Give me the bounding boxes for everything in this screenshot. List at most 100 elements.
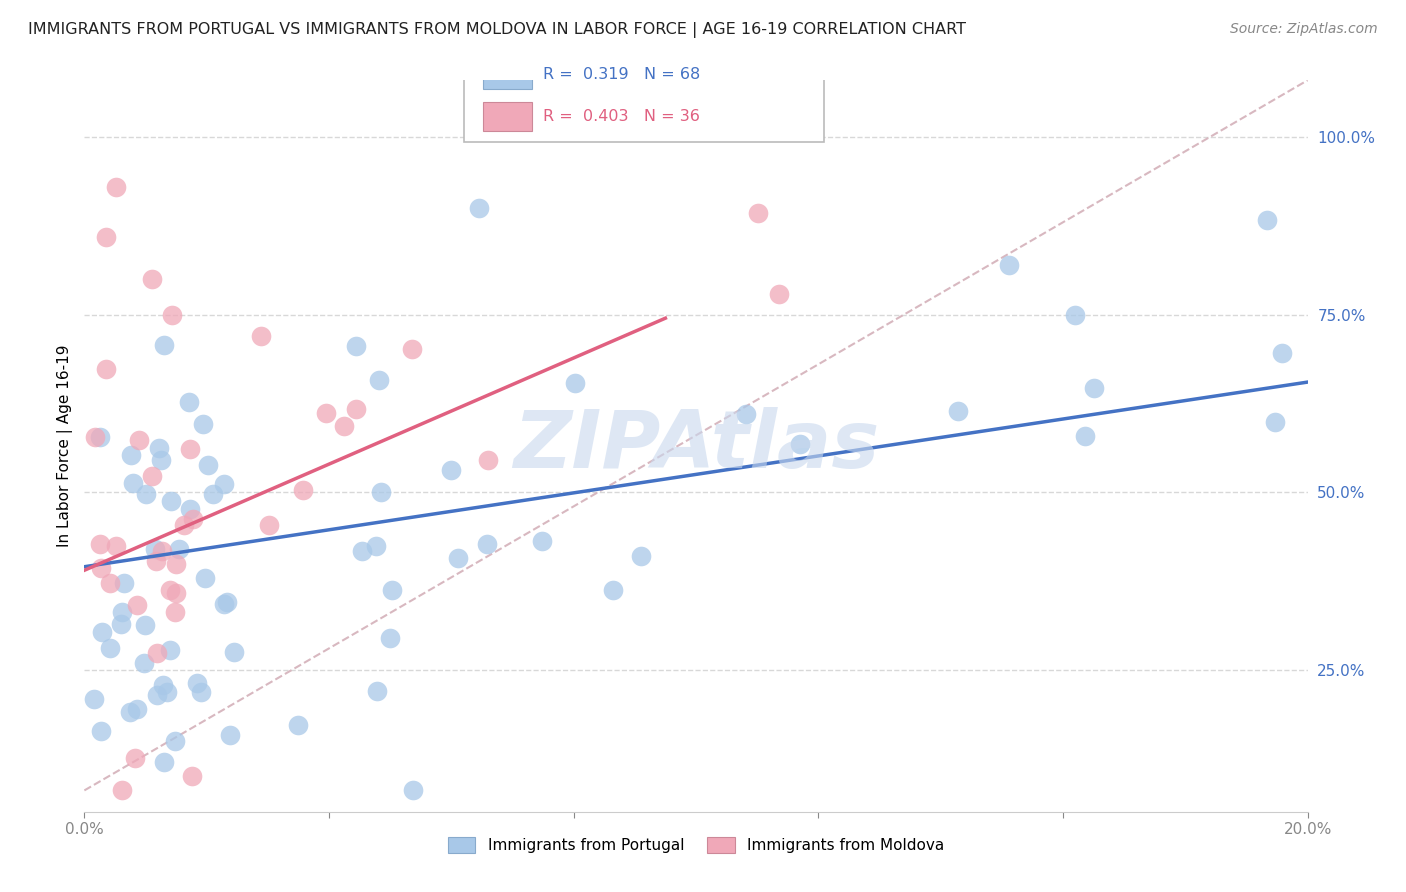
Point bbox=[768, 287, 790, 301]
Point bbox=[89, 430, 111, 444]
Point bbox=[1083, 381, 1105, 395]
Point bbox=[143, 542, 166, 557]
Point bbox=[148, 441, 170, 455]
Point bbox=[94, 362, 117, 376]
Point bbox=[735, 407, 758, 421]
Point bbox=[160, 493, 183, 508]
Point bbox=[468, 202, 491, 216]
Point bbox=[111, 783, 134, 797]
Point bbox=[193, 417, 215, 431]
Point bbox=[145, 647, 167, 661]
Point bbox=[112, 575, 135, 590]
Point bbox=[250, 329, 273, 343]
FancyBboxPatch shape bbox=[484, 102, 531, 131]
Point bbox=[564, 376, 586, 391]
Point bbox=[194, 571, 217, 585]
Point bbox=[98, 641, 121, 656]
Y-axis label: In Labor Force | Age 16-19: In Labor Force | Age 16-19 bbox=[58, 344, 73, 548]
Point bbox=[149, 453, 172, 467]
Point bbox=[146, 688, 169, 702]
Point bbox=[1256, 212, 1278, 227]
Point bbox=[135, 487, 157, 501]
Point bbox=[344, 339, 367, 353]
Point bbox=[202, 486, 225, 500]
Point bbox=[94, 229, 117, 244]
Point bbox=[217, 595, 239, 609]
Point bbox=[477, 453, 499, 467]
Point bbox=[181, 512, 204, 526]
Legend: Immigrants from Portugal, Immigrants from Moldova: Immigrants from Portugal, Immigrants fro… bbox=[441, 830, 950, 859]
Point bbox=[402, 783, 425, 797]
Point bbox=[125, 599, 148, 613]
Point bbox=[366, 684, 388, 698]
Point bbox=[1063, 309, 1085, 323]
Point bbox=[134, 618, 156, 632]
Point bbox=[166, 586, 188, 600]
Point bbox=[368, 373, 391, 387]
Point bbox=[219, 728, 242, 742]
Point bbox=[121, 475, 143, 490]
Point bbox=[153, 337, 176, 351]
Point bbox=[747, 206, 769, 220]
Point bbox=[287, 717, 309, 731]
Point bbox=[98, 576, 121, 591]
Point bbox=[163, 733, 186, 747]
Point bbox=[197, 458, 219, 472]
Point bbox=[167, 541, 190, 556]
Point bbox=[332, 419, 354, 434]
Point bbox=[381, 582, 404, 597]
Point bbox=[89, 537, 111, 551]
Point bbox=[378, 631, 401, 645]
Point bbox=[90, 723, 112, 738]
Point bbox=[111, 605, 134, 619]
Point bbox=[1264, 416, 1286, 430]
Point bbox=[602, 582, 624, 597]
FancyBboxPatch shape bbox=[464, 51, 824, 143]
Point bbox=[90, 624, 112, 639]
Point bbox=[165, 605, 187, 619]
Point bbox=[159, 643, 181, 657]
Point bbox=[150, 543, 173, 558]
Point bbox=[125, 702, 148, 716]
Point bbox=[118, 706, 141, 720]
Point bbox=[153, 755, 176, 769]
Point bbox=[190, 684, 212, 698]
Text: R =  0.319   N = 68: R = 0.319 N = 68 bbox=[543, 67, 700, 82]
Point bbox=[179, 442, 201, 457]
Point bbox=[134, 657, 156, 671]
Point bbox=[344, 401, 367, 416]
Point bbox=[212, 597, 235, 611]
Point bbox=[179, 502, 201, 516]
Point bbox=[159, 583, 181, 598]
Point bbox=[1271, 346, 1294, 360]
Point bbox=[173, 517, 195, 532]
Text: IMMIGRANTS FROM PORTUGAL VS IMMIGRANTS FROM MOLDOVA IN LABOR FORCE | AGE 16-19 C: IMMIGRANTS FROM PORTUGAL VS IMMIGRANTS F… bbox=[28, 22, 966, 38]
Point bbox=[104, 539, 127, 553]
Point bbox=[997, 259, 1019, 273]
Point bbox=[948, 403, 970, 417]
Point bbox=[475, 537, 498, 551]
Point bbox=[110, 616, 132, 631]
Point bbox=[83, 692, 105, 706]
Text: Source: ZipAtlas.com: Source: ZipAtlas.com bbox=[1230, 22, 1378, 37]
Point bbox=[156, 685, 179, 699]
Point bbox=[128, 433, 150, 447]
Point bbox=[291, 483, 314, 498]
Point bbox=[257, 518, 280, 533]
Point bbox=[222, 645, 245, 659]
Point bbox=[350, 543, 373, 558]
Point bbox=[90, 561, 112, 575]
Text: R =  0.403   N = 36: R = 0.403 N = 36 bbox=[543, 109, 700, 124]
Point bbox=[177, 394, 200, 409]
Point bbox=[165, 557, 187, 571]
Point bbox=[180, 769, 202, 783]
Text: ZIPAtlas: ZIPAtlas bbox=[513, 407, 879, 485]
Point bbox=[447, 551, 470, 566]
Point bbox=[160, 308, 183, 322]
Point bbox=[141, 272, 163, 286]
Point bbox=[630, 549, 652, 564]
FancyBboxPatch shape bbox=[484, 60, 531, 89]
Point bbox=[531, 534, 554, 549]
Point bbox=[83, 430, 105, 444]
Point bbox=[141, 468, 163, 483]
